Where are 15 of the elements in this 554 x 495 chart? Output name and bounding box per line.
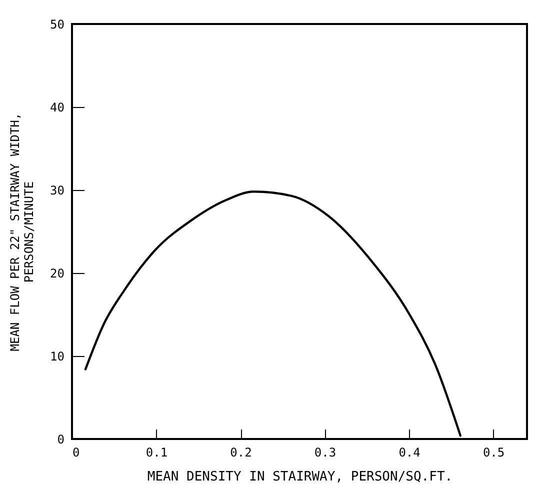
x-tick-label: 0.2 — [230, 446, 252, 460]
y-tick-label: 30 — [50, 184, 64, 198]
x-tick-label: 0 — [72, 446, 80, 460]
x-tick-label: 0.3 — [314, 446, 336, 460]
y-tick-label: 20 — [50, 266, 64, 280]
x-axis-title: MEAN DENSITY IN STAIRWAY, PERSON/SQ.FT. — [147, 470, 453, 484]
line-series — [84, 190, 462, 437]
x-tick-label: 0.4 — [398, 446, 420, 460]
x-tick-label: 0.5 — [482, 446, 505, 460]
y-axis-title: MEAN FLOW PER 22" STAIRWAY WIDTH, PERSONS/MINUTE — [8, 112, 36, 352]
y-tick-label: 40 — [50, 100, 64, 114]
y-tick-label: 0 — [57, 432, 64, 446]
y-tick-label: 50 — [50, 18, 64, 32]
y-tick-label: 10 — [50, 350, 64, 364]
x-tick-label: 0.1 — [146, 446, 168, 460]
